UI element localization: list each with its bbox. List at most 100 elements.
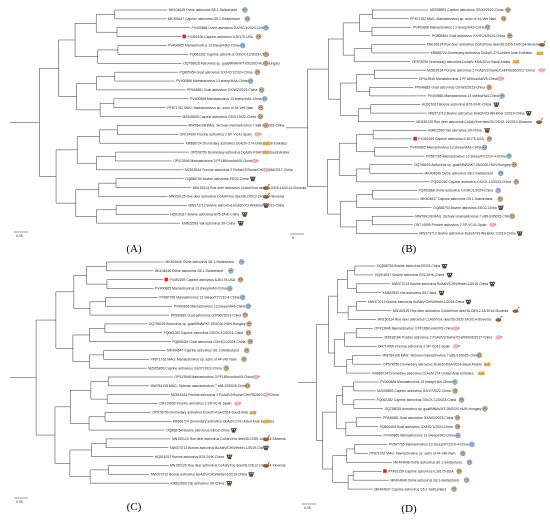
goat-icon — [246, 321, 252, 327]
tree-panel-2: MZ005893 Caprine astrovirus GS/XY2022-Ch… — [286, 7, 547, 255]
tip-label: PV400865 Mamastrovirus 13 sheep/HA3-Chin… — [383, 434, 455, 438]
tip-label: OP413946 Mamastrovirus 3 PF189/conAstV5-… — [174, 375, 253, 379]
tip-label: PQ062282 Caprine astrovirus GS/CK-12/202… — [164, 331, 244, 335]
tree-tip: MW373712 Bovine astrovirus BoAstV/CHN/He… — [151, 472, 255, 477]
deer-icon — [263, 435, 271, 442]
tip-label: KM822593 Yak astrovirus S9-China — [182, 221, 236, 225]
tree-tip: OP578750 Dromedary astrovirus DcAstV-KSA… — [191, 149, 289, 154]
camel-icon — [263, 418, 270, 424]
cow-icon — [497, 205, 504, 211]
sheep-icon — [499, 93, 505, 99]
deer-icon — [539, 40, 547, 47]
panel-label: (A) — [126, 243, 142, 255]
tree-tip: PP871762 MAG: Mamastrovirus sp. astro of… — [167, 104, 264, 111]
tip-label: PQ062282 Caprine astrovirus GS/CK-12/202… — [431, 180, 511, 184]
tip-label: PP646881 Goat astrovirus GX/WZ/2023-Chin… — [383, 416, 453, 420]
tree-tip: PQ805454 Goat astrovirus GX/HC/1/2024-Ch… — [172, 338, 253, 345]
camel-icon — [483, 361, 491, 367]
tip-label: KR868724 Dromedary astrovirus DcAstV-274… — [372, 371, 474, 375]
tree-tip: KM822593 Yak astrovirus S9-China — [182, 221, 244, 226]
tree-tip: OP413946 Mamastrovirus 3 PF189/conAstV5-… — [174, 374, 260, 380]
tree-tip: PV400866 Mamastrovirus 13 sheep/HA4-Chin… — [428, 93, 505, 99]
cow-icon — [226, 481, 233, 486]
tip-label: PX492159 Caprine astrovirus IL30175-USA — [187, 35, 253, 39]
tree-tip: PX492159 Caprine astrovirus IL30175-USA — [182, 33, 262, 40]
tree-tip: OQ888754 Bovine astrovirus EEG2-China — [166, 428, 237, 433]
deer-icon — [263, 183, 271, 190]
tip-label: MZ005893 Caprine astrovirus GS/XY2022-Ch… — [182, 115, 256, 119]
tip-label: OQ888754 Bovine astrovirus EEG2-China — [166, 428, 230, 432]
pig-icon — [254, 132, 262, 137]
scale-bar: 0.05 — [302, 503, 316, 510]
tip-label: PQ805454 Goat astrovirus GX/HC/1/2024-Ch… — [432, 34, 505, 38]
tip-label: PV400866 Mamastrovirus 13 sheep/HA4-Chin… — [190, 97, 262, 101]
scale-label: 0.05 — [304, 506, 311, 510]
tree-tip: PQ062282 Caprine astrovirus GS/CK-12/202… — [164, 330, 252, 336]
tree-tip: MK404649 Ovine astrovirus S8.1-Switzerla… — [390, 477, 470, 483]
tip-label: PX492159 Caprine astrovirus IL30175-USA — [169, 278, 235, 282]
tree-tip: KR868724 Dromedary astrovirus DcAstV-274… — [431, 50, 544, 55]
scale-bar: 5 — [290, 233, 304, 240]
tip-label: PQ062282 Caprine astrovirus GS/CK-12/202… — [377, 398, 457, 402]
tip-label: OP578750 Dromedary astrovirus DcAstV-KSA… — [383, 362, 481, 366]
tree-tip: MN150124 Roe deer astrovirus CcAstV/roe … — [377, 315, 503, 322]
tip-label: MK404648 Ovine astrovirus S6.1-Switzerla… — [393, 461, 462, 465]
tree-tip: OP578750 Dromedary astrovirus DcAstV-KSA… — [412, 59, 520, 64]
tree-tip: MW373713 Bovine astrovirus BoAstV/CHN/He… — [392, 281, 496, 287]
tree-tip: MN150124 Roe deer astrovirus CcAstV/roe … — [193, 183, 307, 190]
tree-tip: MK404647 Caprine astrovirus G5.1-Switzer… — [374, 486, 457, 492]
tip-label: MN150125 Roe deer astrovirus CcAstV/roe … — [169, 195, 284, 199]
tip-label: KR868724 Dromedary astrovirus DcAstV-274… — [173, 419, 275, 423]
goat-icon — [244, 16, 251, 22]
tip-label: HQ916317 Bovine astrovirus B76-2/HK-Chin… — [422, 103, 491, 107]
tree-tip: PX492159 Caprine astrovirus IL30175-USA — [383, 468, 462, 474]
pig-icon — [495, 335, 503, 340]
tree-tip: MN150125 Roe deer astrovirus CcAstV/roe … — [170, 461, 286, 468]
tree-tip: PV400865 Mamastrovirus 13 sheep/HA3-Chin… — [383, 432, 461, 439]
sheep-icon — [452, 379, 458, 385]
tip-label: MW784108 MAG: Sichuan mamastrovirus 7 e8… — [188, 124, 284, 128]
pig-icon — [497, 76, 505, 81]
tip-label: KM822593 Yak astrovirus S9-China — [383, 291, 437, 295]
goat-icon — [454, 423, 461, 430]
tip-label: MK404647 Caprine astrovirus G5.1-Switzer… — [421, 197, 493, 201]
sheep-icon — [463, 477, 470, 483]
scale-label: 0.05 — [16, 500, 23, 504]
tip-label: MW784108 MAG: Sichuan mamastrovirus 7 e8… — [415, 214, 511, 218]
cow-icon — [484, 128, 491, 133]
tree-tip: OQ888754 Bovine astrovirus EEG2-China — [433, 205, 504, 211]
tree-tip: ON714999 Porcine astrovirus 2 SP-VC41-Sp… — [414, 222, 497, 228]
goat-icon — [263, 60, 269, 67]
pig-icon — [252, 374, 260, 380]
tip-label: PV400866 Mamastrovirus 13 sheep/HA4-Chin… — [176, 79, 248, 83]
sheep-icon — [506, 153, 512, 159]
cow-icon — [516, 231, 523, 236]
tree-tip: MK404647 Caprine astrovirus G5.1-Switzer… — [421, 196, 503, 202]
panel-label: (B) — [402, 243, 417, 255]
tree-tip: MN150125 Roe deer astrovirus CcAstV/roe … — [169, 192, 284, 199]
cow-icon — [446, 272, 453, 278]
tip-label: PQ062282 Caprine astrovirus GS/CK-12/202… — [190, 53, 270, 57]
camel-icon — [263, 140, 270, 146]
tip-label: PQ805454 Goat astrovirus GX/HC/1/2024-Ch… — [172, 340, 245, 344]
tree-tip: OQ758025 Astrovirus sp. goat/MNAV/KT-05/… — [183, 60, 280, 67]
goat-icon — [254, 69, 261, 75]
cow-icon — [226, 454, 233, 460]
tip-label: MN150124 Roe deer astrovirus CcAstV/roe … — [193, 186, 307, 190]
sheep-icon — [247, 78, 254, 84]
goat-icon — [456, 468, 462, 474]
tree-tip: PX492159 Caprine astrovirus IL30175-USA — [413, 136, 493, 142]
goat-icon — [452, 388, 458, 394]
tip-label: OP413946 Mamastrovirus 3 PF189/conAstV5-… — [419, 77, 498, 81]
tree-tip: PP646881 Goat astrovirus GX/WZ/2023-Chin… — [383, 414, 461, 421]
camel-icon — [512, 59, 520, 64]
tip-label: MN150124 Roe deer astrovirus CcAstV/roe … — [172, 437, 286, 441]
tree-tip: OQ888754 Bovine astrovirus EEG2-China — [185, 176, 256, 182]
sheep-icon — [228, 268, 234, 274]
tip-label: OP413946 Mamastrovirus 3 PF189/conAstV5-… — [173, 159, 252, 163]
tip-label: OQ758025 Astrovirus sp. goat/MNAV/KT-05/… — [183, 61, 280, 65]
cow-icon — [263, 203, 269, 208]
goat-icon — [507, 33, 513, 39]
scale-label: 0.05 — [16, 234, 23, 238]
cow-icon — [241, 212, 248, 217]
